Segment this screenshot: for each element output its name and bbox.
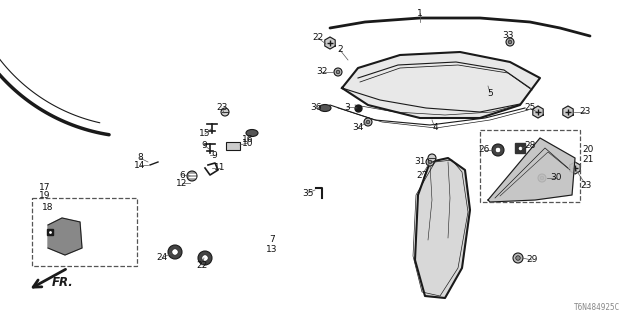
Text: T6N484925C: T6N484925C	[573, 303, 620, 312]
Circle shape	[366, 120, 370, 124]
Text: 10: 10	[243, 139, 253, 148]
Text: 31: 31	[414, 157, 426, 166]
Polygon shape	[570, 162, 580, 174]
Text: 26: 26	[478, 146, 490, 155]
Text: 29: 29	[526, 255, 538, 265]
Circle shape	[428, 154, 436, 162]
Text: 36: 36	[310, 103, 322, 113]
Text: 23: 23	[216, 103, 228, 113]
FancyBboxPatch shape	[226, 142, 240, 150]
Text: FR.: FR.	[52, 276, 74, 290]
Text: 2: 2	[337, 45, 343, 54]
Circle shape	[364, 118, 372, 126]
Text: 15: 15	[199, 130, 211, 139]
Text: 18: 18	[42, 204, 54, 212]
Circle shape	[168, 245, 182, 259]
Text: 4: 4	[432, 124, 438, 132]
Circle shape	[172, 249, 178, 255]
Text: 9: 9	[211, 150, 217, 159]
Text: 14: 14	[134, 161, 146, 170]
Circle shape	[538, 174, 546, 182]
Text: 27: 27	[416, 171, 428, 180]
Text: 33: 33	[502, 31, 514, 41]
Circle shape	[187, 171, 197, 181]
Circle shape	[202, 255, 208, 261]
Text: 32: 32	[316, 68, 328, 76]
Text: 34: 34	[352, 124, 364, 132]
Circle shape	[513, 253, 523, 263]
Text: 17: 17	[39, 183, 51, 193]
Text: 19: 19	[39, 191, 51, 201]
Polygon shape	[415, 158, 470, 298]
Ellipse shape	[319, 105, 331, 111]
Text: 3: 3	[344, 102, 350, 111]
Circle shape	[516, 256, 520, 260]
Polygon shape	[533, 106, 543, 118]
Ellipse shape	[246, 130, 258, 137]
Text: 12: 12	[176, 179, 188, 188]
Circle shape	[508, 40, 512, 44]
Polygon shape	[48, 218, 82, 255]
Text: 6: 6	[179, 171, 185, 180]
Text: 8: 8	[137, 154, 143, 163]
Text: 13: 13	[266, 245, 278, 254]
Text: 1: 1	[417, 9, 423, 18]
Text: 16: 16	[243, 135, 253, 145]
Text: 11: 11	[214, 164, 226, 172]
Circle shape	[506, 38, 514, 46]
Text: 23: 23	[579, 108, 591, 116]
Text: 21: 21	[582, 156, 594, 164]
Circle shape	[495, 147, 500, 153]
Circle shape	[198, 251, 212, 265]
Circle shape	[428, 160, 432, 164]
Text: 5: 5	[487, 89, 493, 98]
Polygon shape	[325, 37, 335, 49]
Text: 30: 30	[550, 173, 562, 182]
Circle shape	[426, 158, 434, 166]
Text: 23: 23	[580, 180, 592, 189]
Text: 9: 9	[201, 140, 207, 149]
Text: 20: 20	[582, 146, 594, 155]
Polygon shape	[563, 106, 573, 118]
Circle shape	[540, 176, 544, 180]
Circle shape	[221, 108, 229, 116]
Text: 24: 24	[156, 253, 168, 262]
Text: 22: 22	[196, 260, 207, 269]
Text: 35: 35	[302, 188, 314, 197]
Circle shape	[336, 70, 340, 74]
Text: 22: 22	[312, 34, 324, 43]
Text: 7: 7	[269, 236, 275, 244]
Circle shape	[334, 68, 342, 76]
Polygon shape	[488, 138, 575, 202]
Text: 25: 25	[524, 103, 536, 113]
Circle shape	[492, 144, 504, 156]
Polygon shape	[342, 52, 540, 118]
Text: 28: 28	[524, 140, 536, 149]
